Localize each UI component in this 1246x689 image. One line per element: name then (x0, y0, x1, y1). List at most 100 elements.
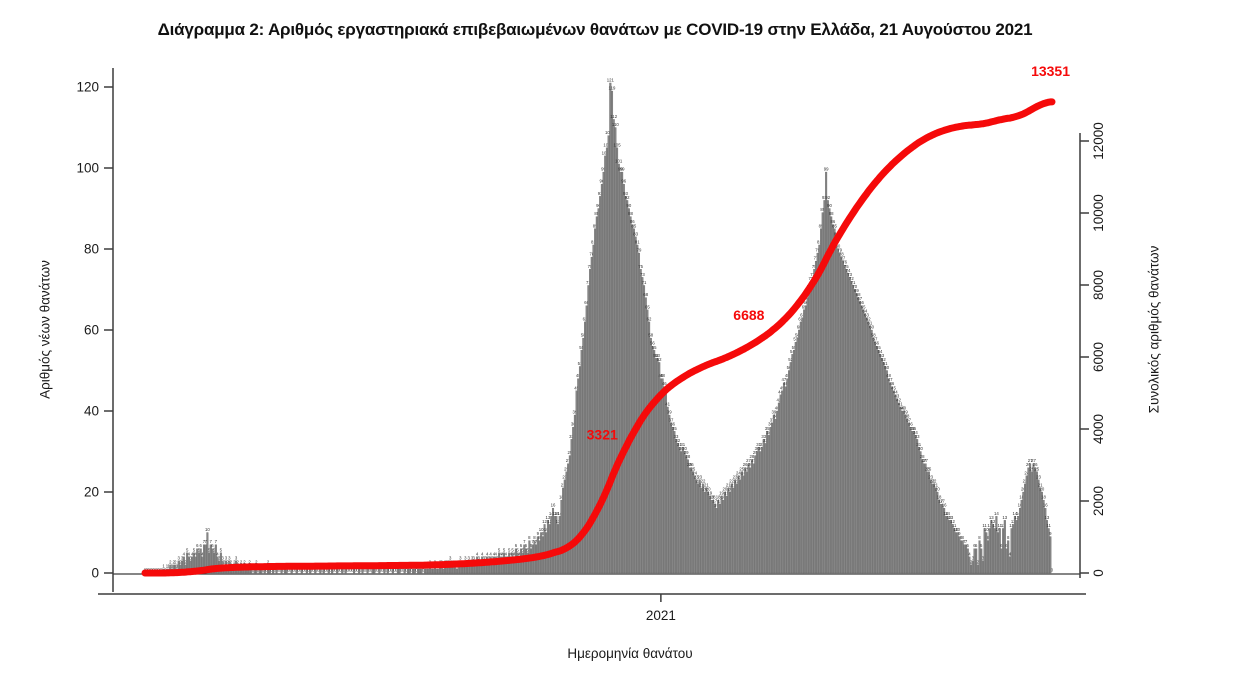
bar-value-label: 51 (883, 361, 888, 366)
bar-value-label: 0 (376, 568, 379, 573)
bar (614, 127, 617, 574)
bar (742, 475, 745, 574)
bar-value-label: 99 (620, 167, 625, 172)
bar-value-label: 0 (365, 568, 368, 573)
bar (718, 503, 721, 574)
bar-value-label: 73 (640, 272, 645, 277)
bar (1007, 540, 1010, 574)
bar-value-label: 13 (1045, 515, 1050, 520)
bar-value-label: 4 (510, 551, 513, 556)
bar (1034, 467, 1037, 574)
bar (796, 337, 799, 574)
bar-value-label: 11 (1046, 523, 1051, 528)
bar (911, 431, 914, 574)
bar (777, 402, 780, 574)
bar-value-label: 4 (191, 551, 194, 556)
bar-value-label: 4 (476, 551, 479, 556)
bar-value-label: 44 (778, 389, 783, 394)
bar-value-label: 28 (750, 454, 755, 459)
bar (455, 568, 458, 574)
bar-value-label: 6 (1000, 543, 1003, 548)
bar-value-label: 18 (721, 495, 726, 500)
bar (833, 228, 836, 574)
bar-value-label: 3 (473, 555, 476, 560)
bar-value-label: 36 (670, 422, 675, 427)
bar-value-label: 6 (211, 543, 214, 548)
bar-value-label: 77 (814, 256, 819, 261)
bar-value-label: 21 (561, 482, 566, 487)
bar-value-label: 39 (771, 410, 776, 415)
bar (900, 410, 904, 574)
bar-value-label: 0 (349, 568, 352, 573)
bar (958, 536, 961, 574)
bar (550, 516, 553, 574)
bar (634, 236, 637, 574)
bar (934, 487, 937, 574)
bar-value-label: 8 (1007, 535, 1010, 540)
bar-value-label: 27 (923, 458, 928, 463)
bar-value-label: 6 (973, 543, 976, 548)
bar-value-label: 6 (980, 543, 983, 548)
bar-value-label: 5 (220, 547, 223, 552)
bar (1003, 520, 1006, 574)
bar-value-label: 39 (573, 410, 578, 415)
bar (784, 386, 787, 574)
bar-value-label: 75 (588, 264, 593, 269)
bar-value-label: 24 (741, 470, 746, 475)
bar-value-label: 1 (176, 563, 179, 568)
bar (686, 459, 689, 574)
bar-value-label: 14 (1013, 511, 1018, 516)
bar-value-label: 0 (343, 568, 346, 573)
bar (678, 447, 681, 574)
bar (1020, 499, 1023, 574)
bar-value-label: 2 (248, 559, 251, 564)
bar-value-label: 48 (658, 373, 663, 378)
bar (971, 560, 974, 574)
bar (762, 439, 765, 574)
bar-value-label: 0 (316, 568, 319, 573)
bar-value-label: 6 (975, 543, 978, 548)
bar-value-label: 81 (591, 239, 596, 244)
bar (605, 147, 608, 574)
bar-value-label: 4 (201, 551, 204, 556)
bar-value-label: 11 (987, 523, 992, 528)
bar (970, 564, 973, 574)
bar (794, 341, 797, 574)
bar (799, 321, 802, 574)
bar (959, 540, 963, 574)
bar (423, 568, 426, 574)
bar-value-label: 56 (650, 341, 655, 346)
bar (729, 491, 732, 574)
bar-value-label: 0 (321, 568, 324, 573)
bar-value-label: 23 (562, 474, 567, 479)
bar-value-label: 46 (662, 381, 667, 386)
right-axis-tick-label: 2000 (1091, 486, 1106, 516)
bar-value-label: 62 (866, 316, 871, 321)
bar (604, 155, 607, 574)
bar-value-label: 22 (930, 478, 935, 483)
bar-value-label: 6 (967, 543, 970, 548)
bar (906, 418, 909, 574)
bar-value-label: 62 (798, 316, 803, 321)
bar-value-label: 2 (237, 559, 240, 564)
bar (1013, 516, 1016, 574)
bar-value-label: 3 (483, 555, 486, 560)
bar (610, 90, 614, 574)
bar-value-label: 2 (223, 559, 226, 564)
bar-value-label: 18 (709, 495, 714, 500)
bar-value-label: 65 (802, 304, 807, 309)
bar (976, 564, 979, 574)
bar-value-label: 33 (569, 434, 574, 439)
bar (956, 532, 959, 574)
bar (631, 224, 634, 574)
milestone-annotation: 13351 (1031, 63, 1070, 79)
bar-value-label: 45 (780, 385, 785, 390)
bar-value-label: 29 (753, 450, 758, 455)
bar (396, 568, 399, 574)
bar-value-label: 2 (230, 559, 233, 564)
bar-value-label: 0 (415, 568, 418, 573)
bar-value-label: 0 (390, 568, 393, 573)
bar (852, 285, 855, 574)
bar (712, 499, 715, 574)
bar-value-label: 18 (1041, 495, 1046, 500)
